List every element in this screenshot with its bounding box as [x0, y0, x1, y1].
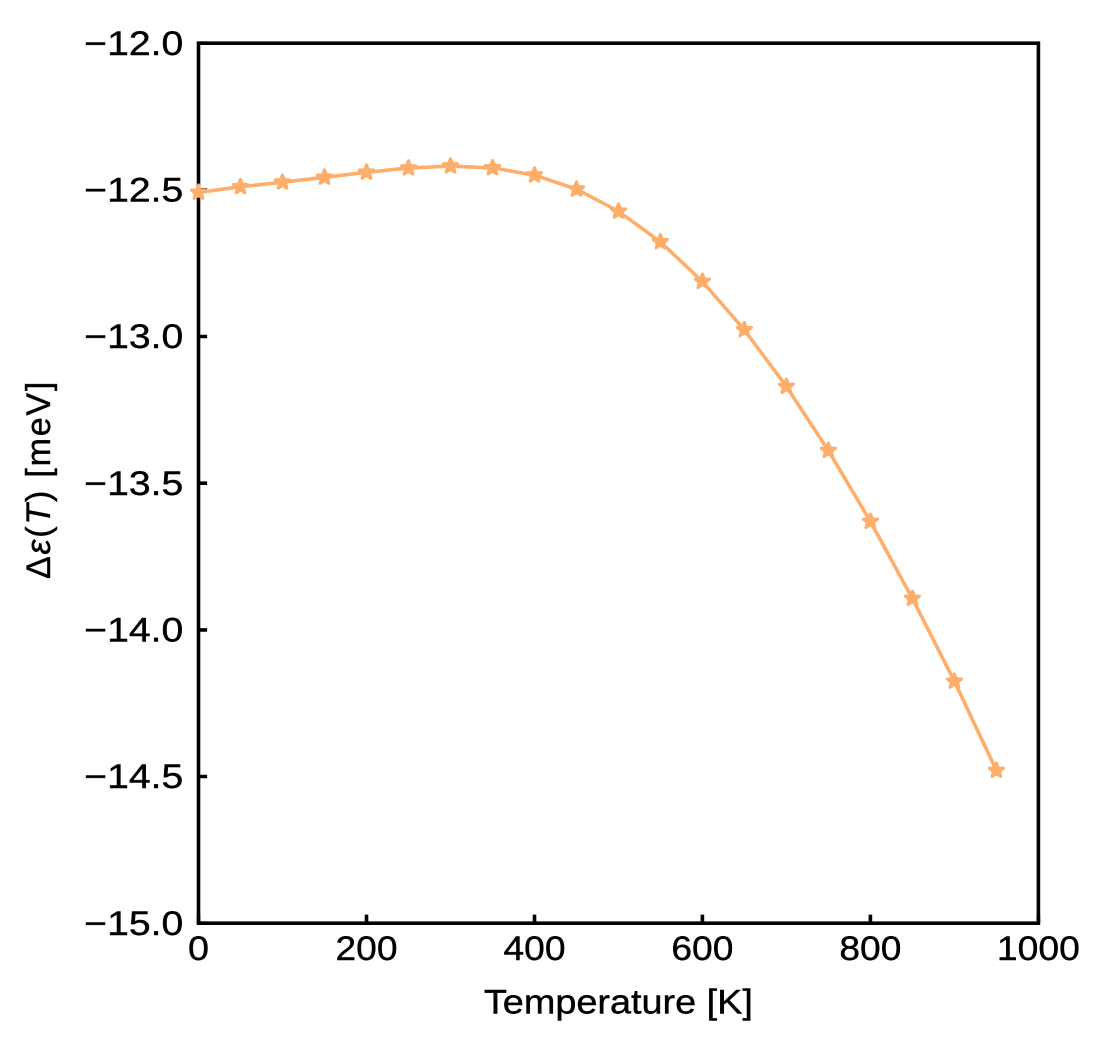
svg-text:−13.5: −13.5 — [84, 465, 183, 503]
svg-text:−14.0: −14.0 — [84, 612, 183, 650]
svg-text:−14.5: −14.5 — [84, 758, 183, 796]
svg-text:800: 800 — [839, 930, 901, 968]
svg-text:Δε(T) [meV]: Δε(T) [meV] — [20, 380, 58, 579]
svg-text:400: 400 — [504, 930, 566, 968]
svg-text:600: 600 — [671, 930, 733, 968]
svg-text:−12.5: −12.5 — [84, 172, 183, 210]
svg-text:−15.0: −15.0 — [84, 905, 183, 943]
svg-text:1000: 1000 — [997, 930, 1080, 968]
svg-text:Temperature [K]: Temperature [K] — [484, 984, 753, 1022]
svg-text:−13.0: −13.0 — [84, 318, 183, 356]
svg-text:−12.0: −12.0 — [84, 25, 183, 63]
svg-text:0: 0 — [188, 930, 209, 968]
svg-text:200: 200 — [336, 930, 398, 968]
